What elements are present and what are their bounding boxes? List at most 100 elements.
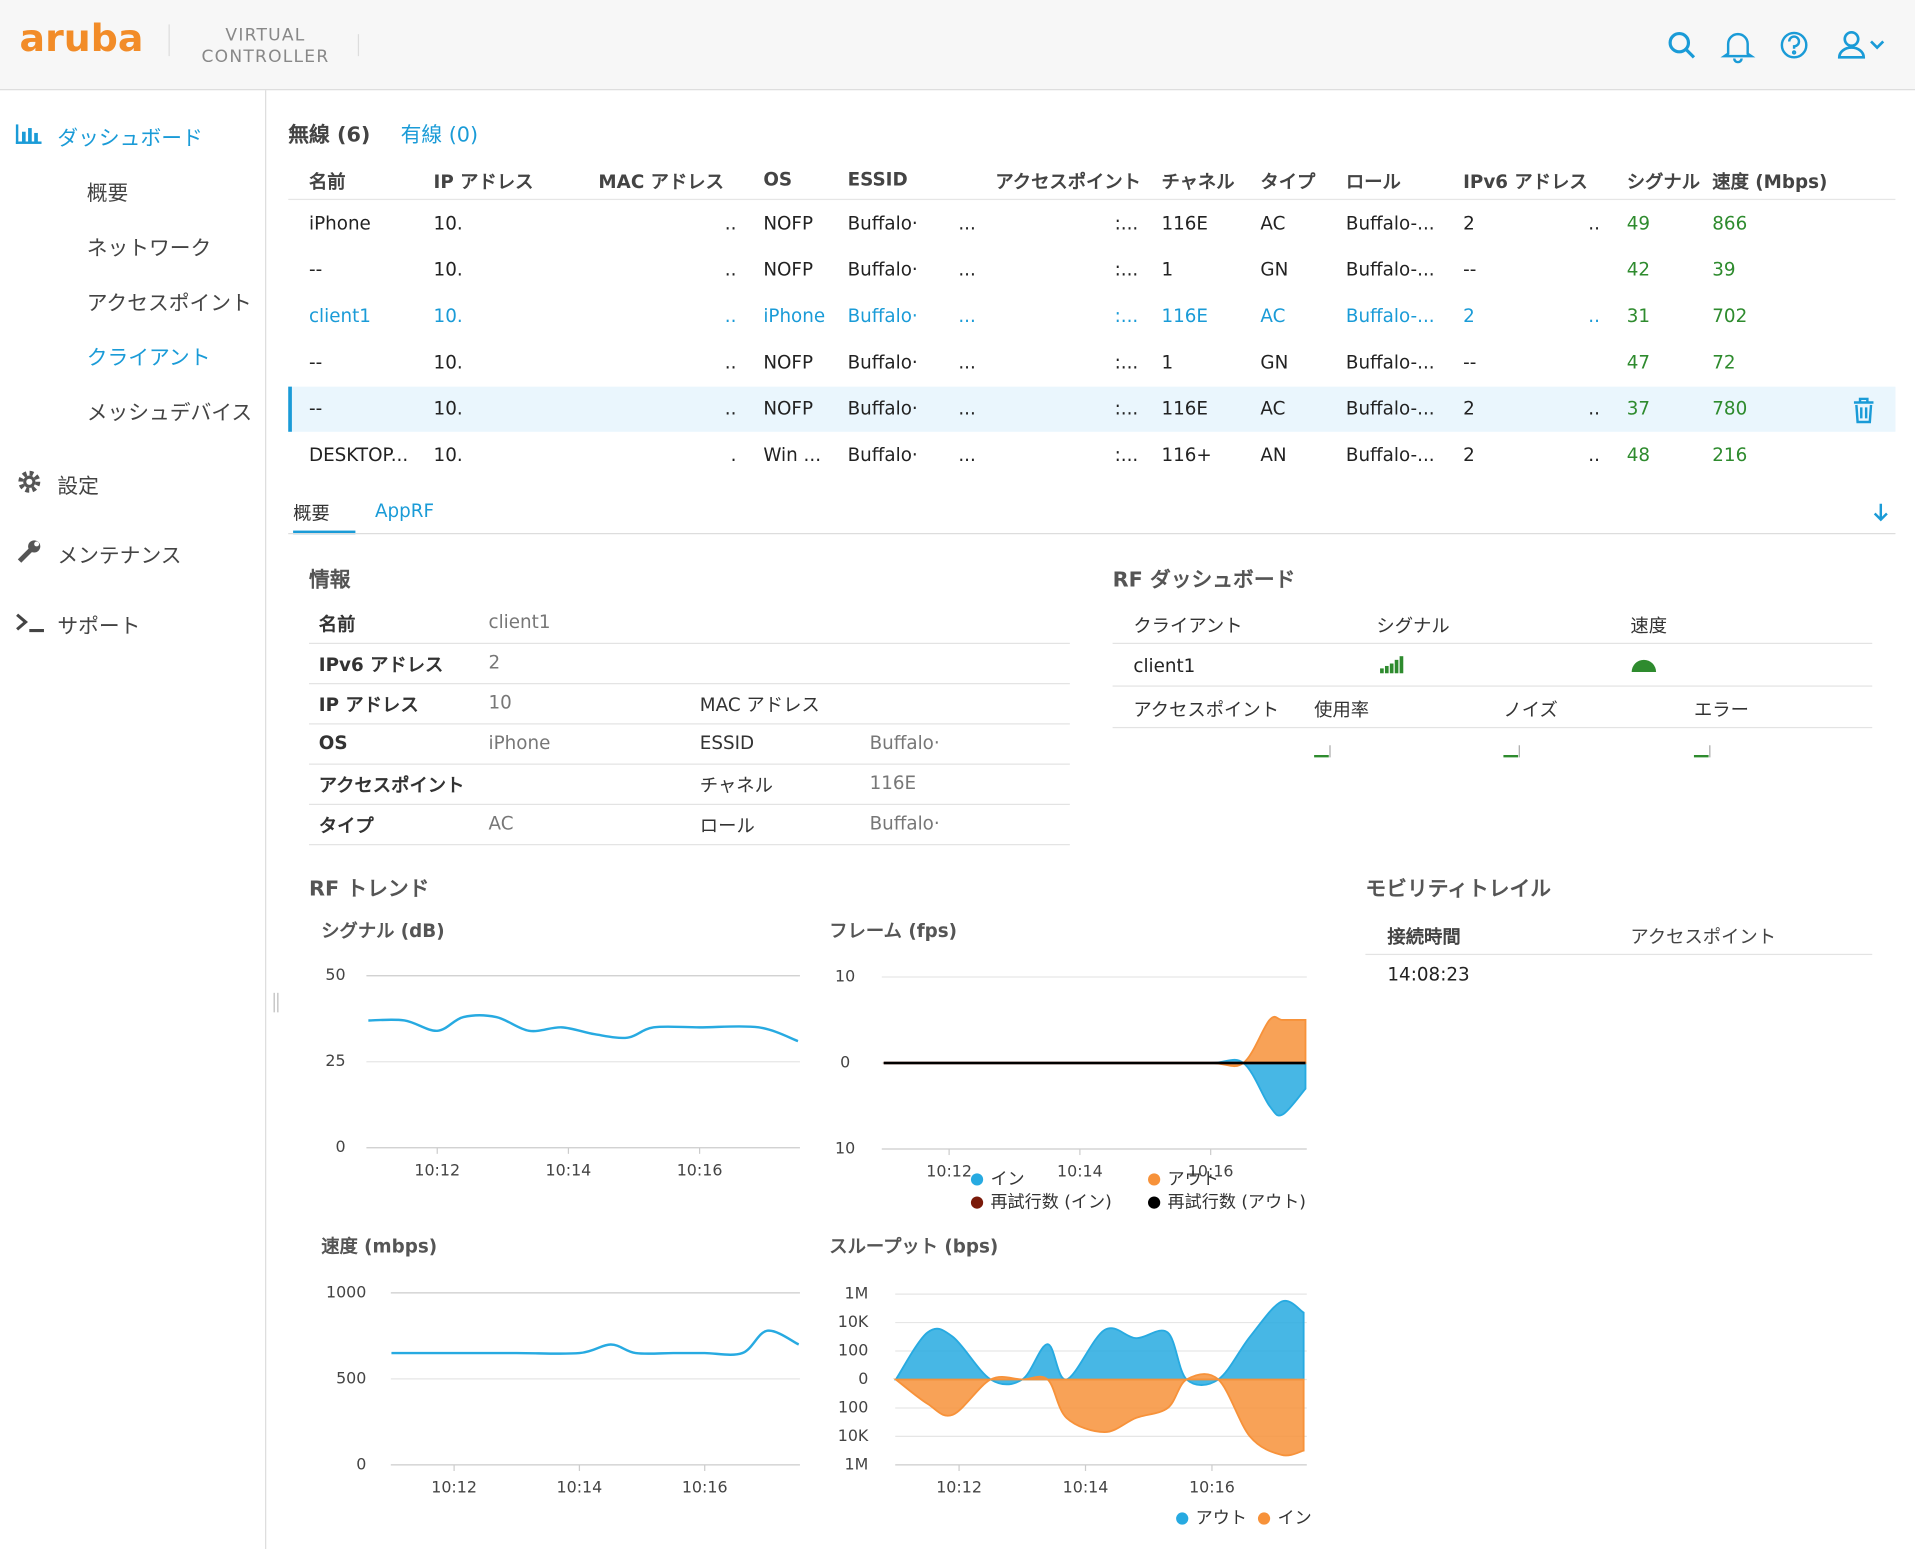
delete-icon[interactable]: [1851, 397, 1875, 425]
area: [894, 1299, 1305, 1386]
legend-label: 再試行数 (イン): [990, 1193, 1111, 1213]
dashboard-icon: [15, 124, 42, 144]
row-line: [1112, 726, 1873, 729]
x-tick-label: 10:16: [1189, 1478, 1235, 1497]
legend-dot: [1148, 1173, 1161, 1186]
column-header: ロール: [1345, 170, 1401, 193]
legend-dot: [1257, 1512, 1271, 1525]
nav-support[interactable]: サポート: [57, 614, 141, 640]
cell: NOFP: [763, 351, 839, 373]
cell: AC: [1260, 305, 1339, 327]
column-header: IPv6 アドレス: [1463, 170, 1588, 193]
cell-text: 48: [1626, 443, 1651, 466]
info-value: iPhone: [488, 731, 551, 754]
subtab-underline: [293, 530, 356, 535]
cell-part: ..: [1588, 304, 1600, 327]
chart-title: スループット (bps): [829, 1236, 998, 1258]
cell-text: NOFP: [763, 351, 814, 374]
info-label: ESSID: [699, 731, 755, 754]
cell: 116E: [1161, 398, 1253, 420]
cell-text: --: [308, 351, 323, 374]
tab-wireless[interactable]: 無線 (6): [288, 123, 371, 148]
cell-text: DESKTOP...: [308, 443, 409, 466]
cell-text: 10.: [433, 443, 463, 466]
info-value: Buffalo·: [869, 731, 940, 754]
bell-icon[interactable]: [1720, 32, 1756, 64]
cell: 2..: [1463, 212, 1600, 234]
chart-title: フレーム (fps): [829, 921, 957, 942]
cell-text: --: [308, 397, 323, 420]
nav-sub[interactable]: ネットワーク: [86, 236, 212, 262]
tab-wired[interactable]: 有線 (0): [400, 123, 479, 148]
cell: AC: [1260, 212, 1339, 234]
row-line: [1365, 953, 1873, 956]
cell-text: ..: [724, 351, 737, 374]
subtab-apprf[interactable]: AppRF: [374, 500, 435, 523]
cell: ..: [598, 398, 737, 420]
cell-part: ...: [958, 304, 976, 327]
collapse-arrow[interactable]: [1871, 501, 1891, 523]
cell-part: Buffalo·: [847, 212, 918, 235]
search-icon[interactable]: [1668, 31, 1696, 59]
cell-part: ..: [1588, 443, 1600, 466]
nav-dashboard[interactable]: ダッシュボード: [57, 126, 203, 152]
cell-text: GN: [1260, 258, 1289, 281]
cell: 866: [1712, 212, 1834, 234]
y-tick-label: 10: [835, 966, 855, 985]
rf-ap-icons: [1314, 745, 1711, 758]
nav-sub[interactable]: メッシュデバイス: [86, 401, 253, 426]
help-icon[interactable]: [1780, 31, 1808, 59]
row-line: [308, 723, 1070, 725]
cell-text: .: [730, 443, 737, 466]
cell-part: ..: [1588, 397, 1600, 420]
cell: 39: [1712, 259, 1834, 281]
column-header: MAC アドレス: [598, 170, 724, 193]
legend-label: イン: [1277, 1509, 1311, 1529]
sidebar: ダッシュボード 設定 メンテナンス サポート 概要ネットワークアクセスポイントク…: [0, 90, 267, 1549]
cell-part: 2: [1463, 443, 1475, 466]
y-tick-label: 500: [336, 1368, 366, 1387]
cell: ..: [598, 305, 737, 327]
y-tick-label: 0: [858, 1369, 868, 1388]
cell-text: 37: [1626, 397, 1651, 420]
cell-text: AC: [1260, 212, 1286, 235]
row-line: [308, 683, 1070, 685]
x-tick-label: 10:12: [936, 1478, 982, 1497]
cell-text: 1: [1161, 351, 1174, 374]
cell: 116E: [1161, 212, 1253, 234]
area: [883, 1058, 1307, 1117]
cell-text: 866: [1712, 212, 1748, 235]
nav-settings[interactable]: 設定: [57, 474, 99, 499]
cell-text: Buffalo-...: [1345, 258, 1435, 281]
cell: 116E: [1161, 305, 1253, 327]
y-tick-label: 1M: [845, 1284, 869, 1303]
x-tick-label: 10:14: [557, 1478, 603, 1497]
cell: 10.: [434, 305, 519, 327]
info-label: チャネル: [699, 774, 773, 797]
info-label: MAC アドレス: [699, 694, 820, 716]
cell: .: [598, 443, 737, 466]
area: [893, 1373, 1305, 1457]
cell: 780: [1712, 398, 1834, 420]
cell: Buffalo·...: [848, 444, 976, 466]
legend-dot: [1176, 1512, 1189, 1525]
column-header: ESSID: [847, 168, 908, 191]
nav-sub[interactable]: アクセスポイント: [86, 291, 252, 316]
resize-handle[interactable]: [273, 992, 279, 1013]
subtab-overview[interactable]: 概要: [293, 502, 330, 525]
legend-dot: [970, 1173, 984, 1186]
cell: 702: [1712, 305, 1834, 327]
nav-sub[interactable]: クライアント: [86, 346, 211, 371]
nav-sub[interactable]: 概要: [86, 181, 129, 207]
user-icon[interactable]: [1837, 30, 1885, 59]
gear-icon: [18, 470, 41, 493]
logo[interactable]: aruba: [19, 17, 144, 61]
info-value: Buffalo·: [869, 812, 940, 835]
cell: :...: [995, 305, 1139, 327]
info-value: AC: [488, 812, 514, 835]
cell-text: 216: [1712, 443, 1748, 466]
nav-maintenance[interactable]: メンテナンス: [57, 543, 182, 569]
cell: Buffalo·...: [848, 351, 976, 373]
cell-text: 10.: [433, 212, 463, 235]
divider: [168, 24, 170, 57]
